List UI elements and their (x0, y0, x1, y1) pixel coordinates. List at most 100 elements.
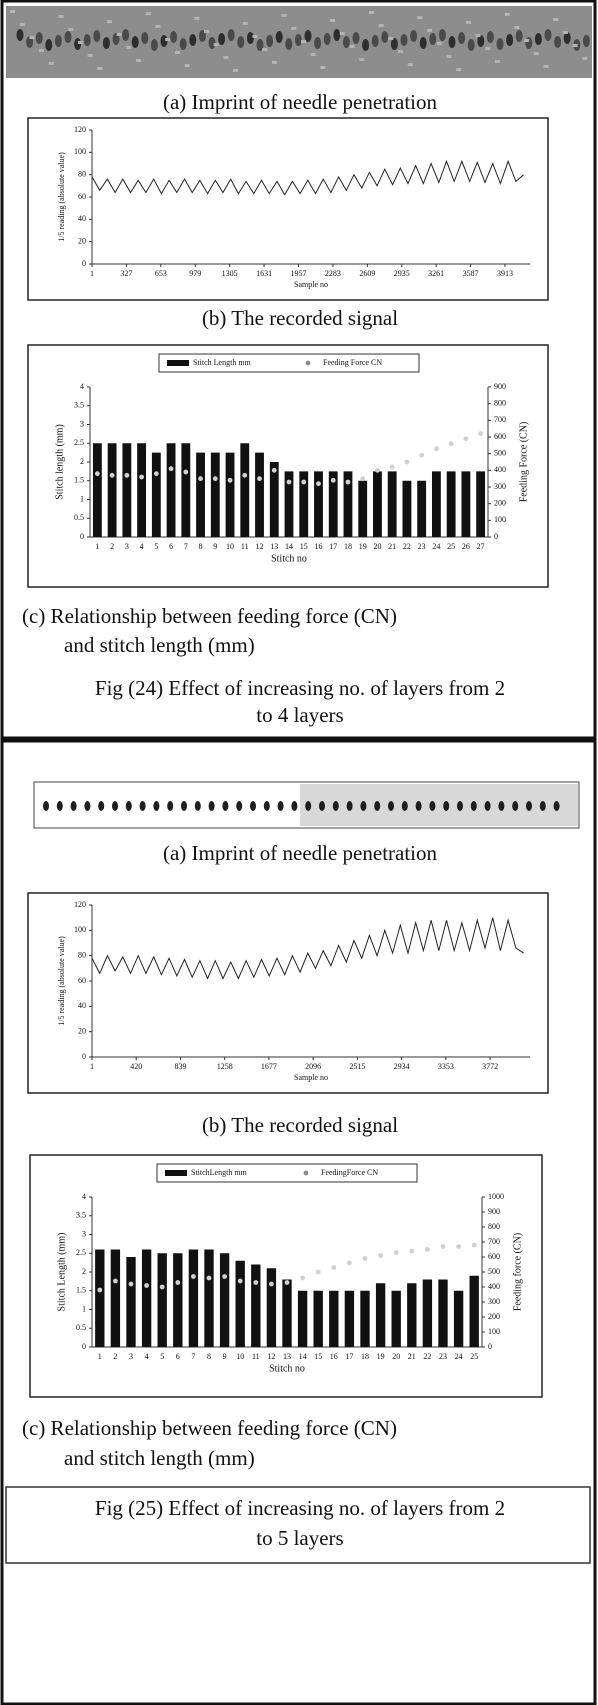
imprint-mark (467, 39, 475, 51)
figure-caption: Fig (25) Effect of increasing no. of lay… (95, 1496, 505, 1520)
x-tick-label: 1957 (290, 269, 306, 278)
imprint-mark (342, 36, 350, 48)
imprint-noise (291, 27, 297, 30)
x-tick-label: 420 (130, 1062, 142, 1071)
x-tick-label: 19 (359, 542, 367, 551)
legend-swatch (165, 1170, 187, 1176)
x-tick-label: 3353 (438, 1062, 454, 1071)
point (139, 474, 144, 480)
imprint-mark (381, 31, 389, 43)
imprint-noise (553, 18, 559, 21)
imprint-mark (16, 29, 24, 41)
point (271, 467, 277, 473)
bar (204, 1249, 214, 1347)
imprint-noise (495, 60, 500, 63)
imprint-mark (263, 801, 270, 811)
imprint-mark (237, 36, 245, 48)
x-tick-label: 23 (439, 1352, 447, 1361)
imprint-mark (486, 31, 494, 43)
bar (284, 471, 294, 537)
x-tick-label: 1 (98, 1352, 102, 1361)
imprint-noise (475, 34, 481, 37)
x-tick-label: 3 (125, 542, 129, 551)
x-tick-label: 11 (241, 542, 249, 551)
bar (438, 1279, 448, 1347)
imprint-noise (174, 51, 180, 54)
y2-tick-label: 1000 (488, 1192, 504, 1201)
imprint-noise (388, 37, 394, 40)
y2-tick-label: 900 (488, 1207, 500, 1216)
imprint-noise (524, 39, 530, 42)
y2-tick-label: 600 (494, 432, 506, 441)
point (97, 1287, 103, 1293)
imprint-mark (346, 801, 353, 811)
imprint-noise (68, 28, 74, 31)
point (212, 476, 218, 482)
x-tick-label: 27 (477, 542, 485, 551)
point (144, 1283, 150, 1288)
y-tick-label: 80 (78, 950, 86, 959)
imprint-noise (310, 53, 316, 56)
x-tick-label: 19 (377, 1352, 385, 1361)
y-tick-label: 40 (78, 214, 86, 223)
x-tick-label: 1631 (256, 269, 272, 278)
bar (92, 443, 102, 537)
imprint-noise (204, 30, 209, 33)
bar (422, 1279, 433, 1347)
x-tick-label: 2096 (305, 1062, 321, 1071)
imprint-mark (218, 33, 226, 45)
point (463, 436, 469, 442)
imprint-noise (330, 19, 336, 22)
imprint-mark (93, 30, 101, 42)
imprint-noise (19, 23, 25, 26)
point (345, 479, 351, 485)
x-tick-label: 979 (189, 269, 201, 278)
bar (266, 1268, 277, 1347)
bar (407, 1283, 417, 1347)
point (331, 1265, 337, 1270)
point (128, 1281, 134, 1287)
imprint-noise (465, 21, 471, 24)
point (478, 431, 484, 437)
imprint-mark (246, 32, 254, 44)
imprint-shade (300, 784, 578, 826)
x-tick-label: 4 (145, 1352, 149, 1361)
imprint-noise (10, 10, 15, 13)
imprint-mark (112, 801, 118, 811)
bar (297, 1290, 308, 1347)
y-tick-label: 40 (78, 1001, 86, 1010)
bar (126, 1257, 136, 1347)
legend-swatch (303, 1170, 309, 1176)
imprint-mark (470, 801, 477, 811)
x-tick-label: 14 (299, 1352, 307, 1361)
imprint-mark (448, 36, 456, 48)
x-tick-label: 2 (110, 542, 114, 551)
bar (391, 1290, 401, 1347)
x-tick-label: 10 (236, 1352, 244, 1361)
y-tick-label: 2.5 (74, 438, 84, 447)
point (253, 1280, 259, 1285)
caption-frame (5, 1486, 591, 1564)
imprint-mark (360, 801, 367, 811)
y-tick-label: 4 (80, 382, 84, 391)
imprint-noise (107, 20, 112, 23)
imprint-mark (194, 801, 201, 811)
imprint-noise (223, 56, 229, 59)
imprint-mark (125, 801, 132, 811)
caption: (a) Imprint of needle penetration (163, 841, 438, 865)
y-tick-label: 1 (80, 494, 84, 503)
y-tick-label: 2.5 (76, 1248, 86, 1257)
imprint-mark (291, 801, 298, 811)
bar (469, 1275, 479, 1347)
x-tick-label: 1 (90, 1062, 94, 1071)
y-tick-label: 1 (82, 1304, 86, 1313)
x-tick-label: 3261 (428, 269, 444, 278)
bar (95, 1249, 105, 1347)
bar (269, 462, 279, 537)
imprint-mark (167, 801, 174, 811)
point (168, 466, 174, 472)
y-tick-label: 2 (80, 457, 84, 466)
y-tick-label: 100 (74, 925, 86, 934)
point (378, 1253, 383, 1258)
